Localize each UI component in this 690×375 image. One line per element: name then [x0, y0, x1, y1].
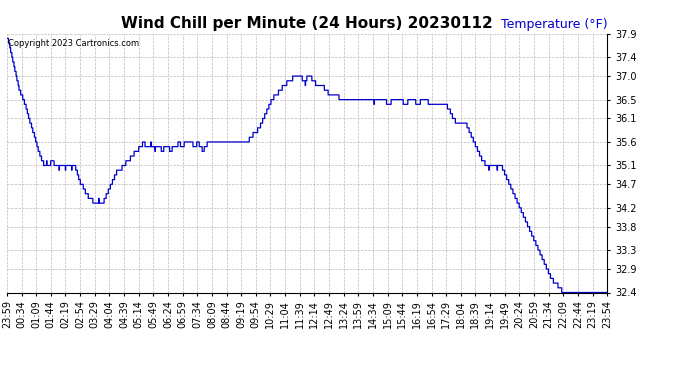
- Text: Copyright 2023 Cartronics.com: Copyright 2023 Cartronics.com: [8, 39, 139, 48]
- Title: Wind Chill per Minute (24 Hours) 20230112: Wind Chill per Minute (24 Hours) 2023011…: [121, 16, 493, 31]
- Text: Temperature (°F): Temperature (°F): [500, 18, 607, 31]
